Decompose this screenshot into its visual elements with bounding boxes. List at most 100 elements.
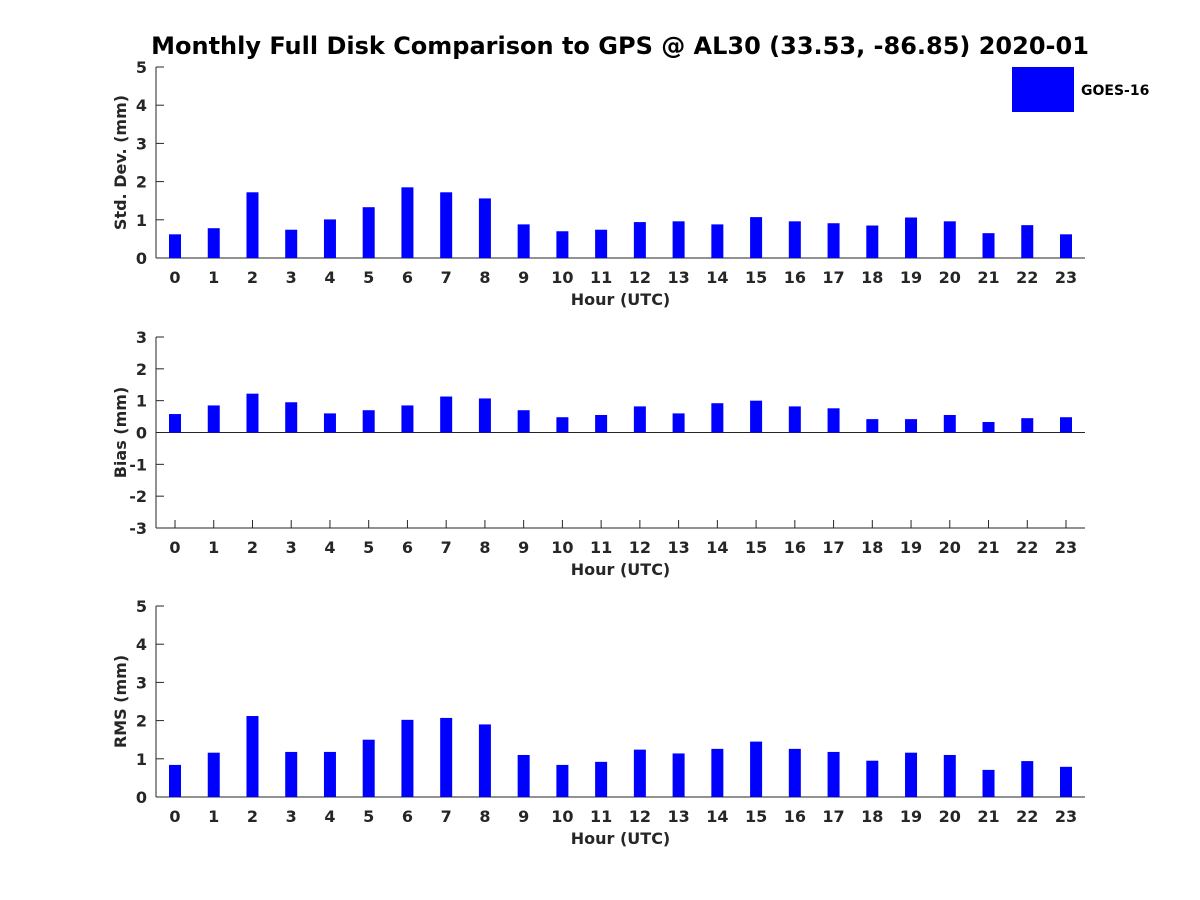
bar-hour-9: [517, 410, 530, 433]
chart-title: Monthly Full Disk Comparison to GPS @ AL…: [151, 32, 1089, 60]
y-tick-label: 2: [136, 360, 147, 379]
bar-hour-0: [169, 764, 181, 797]
x-tick-label: 11: [590, 807, 612, 826]
x-tick-label: 12: [629, 538, 651, 557]
x-tick-label: 21: [977, 538, 999, 557]
bar-hour-20: [943, 221, 956, 258]
bar-hour-11: [595, 414, 608, 433]
x-tick-label: 17: [822, 807, 844, 826]
x-tick-label: 11: [590, 538, 612, 557]
bar-hour-0: [169, 234, 181, 258]
bar-hour-13: [672, 753, 685, 797]
x-tick-label: 13: [667, 268, 689, 287]
rms-y-axis-label: RMS (mm): [111, 655, 130, 748]
bar-hour-14: [711, 748, 724, 797]
bias-x-axis-label: Hour (UTC): [571, 560, 671, 579]
legend: GOES-16: [1012, 67, 1149, 112]
x-tick-label: 3: [286, 538, 297, 557]
x-tick-label: 18: [861, 807, 883, 826]
y-tick-label: 2: [136, 712, 147, 731]
bar-hour-23: [1060, 234, 1072, 258]
bar-hour-22: [1021, 225, 1034, 258]
bar-hour-9: [517, 754, 530, 797]
x-tick-label: 23: [1055, 538, 1077, 557]
bar-hour-10: [556, 417, 569, 433]
x-tick-label: 14: [706, 807, 728, 826]
bar-hour-6: [401, 405, 414, 433]
x-tick-label: 20: [939, 538, 961, 557]
std-dev-y-axis-label: Std. Dev. (mm): [111, 95, 130, 230]
bar-hour-3: [285, 402, 298, 433]
x-tick-label: 3: [286, 807, 297, 826]
x-tick-label: 5: [363, 538, 374, 557]
x-tick-label: 9: [518, 807, 529, 826]
bar-hour-1: [207, 405, 220, 433]
bar-hour-8: [478, 724, 491, 797]
bar-hour-12: [633, 222, 646, 258]
bar-hour-7: [440, 192, 453, 258]
x-tick-label: 23: [1055, 807, 1077, 826]
bar-hour-8: [478, 398, 491, 433]
y-tick-label: 5: [136, 58, 147, 77]
x-tick-label: 23: [1055, 268, 1077, 287]
x-tick-label: 16: [784, 268, 806, 287]
x-tick-label: 13: [667, 538, 689, 557]
x-tick-label: 13: [667, 807, 689, 826]
x-tick-label: 15: [745, 538, 767, 557]
x-tick-label: 12: [629, 268, 651, 287]
bar-hour-14: [711, 224, 724, 258]
x-tick-label: 21: [977, 268, 999, 287]
x-tick-label: 9: [518, 538, 529, 557]
x-tick-label: 7: [441, 538, 452, 557]
x-tick-label: 15: [745, 268, 767, 287]
y-tick-label: 3: [136, 134, 147, 153]
bar-hour-2: [246, 393, 259, 433]
x-tick-label: 1: [208, 807, 219, 826]
y-tick-label: 0: [136, 788, 147, 807]
y-tick-label: 3: [136, 328, 147, 347]
x-tick-label: 8: [479, 538, 490, 557]
bar-hour-22: [1021, 418, 1034, 433]
y-tick-label: 4: [136, 635, 147, 654]
bar-hour-11: [595, 761, 608, 797]
bar-hour-19: [905, 217, 918, 258]
bar-hour-16: [788, 748, 801, 797]
bar-hour-18: [866, 225, 879, 258]
x-tick-label: 18: [861, 268, 883, 287]
bar-hour-15: [750, 400, 763, 433]
bar-hour-11: [595, 229, 608, 258]
x-tick-label: 19: [900, 268, 922, 287]
x-tick-label: 6: [402, 538, 413, 557]
bar-hour-5: [362, 207, 375, 258]
x-tick-label: 22: [1016, 807, 1038, 826]
x-tick-label: 6: [402, 268, 413, 287]
bar-hour-12: [633, 749, 646, 797]
y-tick-label: 1: [136, 211, 147, 230]
bar-hour-21: [982, 233, 995, 258]
x-tick-label: 8: [479, 807, 490, 826]
bar-hour-18: [866, 760, 879, 797]
x-tick-label: 20: [939, 268, 961, 287]
y-tick-label: 4: [136, 96, 147, 115]
bar-hour-17: [827, 223, 840, 258]
y-tick-label: -2: [129, 487, 147, 506]
y-tick-label: 3: [136, 673, 147, 692]
bar-hour-14: [711, 403, 724, 433]
bar-hour-16: [788, 406, 801, 433]
x-tick-label: 7: [441, 268, 452, 287]
bar-hour-10: [556, 764, 569, 797]
bar-hour-18: [866, 419, 879, 433]
bar-hour-1: [207, 228, 220, 258]
bar-hour-2: [246, 716, 259, 797]
x-tick-label: 8: [479, 268, 490, 287]
x-tick-label: 18: [861, 538, 883, 557]
x-tick-label: 3: [286, 268, 297, 287]
x-tick-label: 4: [324, 268, 335, 287]
bar-hour-23: [1060, 417, 1072, 433]
legend-label: GOES-16: [1081, 83, 1149, 99]
y-tick-label: 1: [136, 750, 147, 769]
x-tick-label: 1: [208, 268, 219, 287]
x-tick-label: 21: [977, 807, 999, 826]
